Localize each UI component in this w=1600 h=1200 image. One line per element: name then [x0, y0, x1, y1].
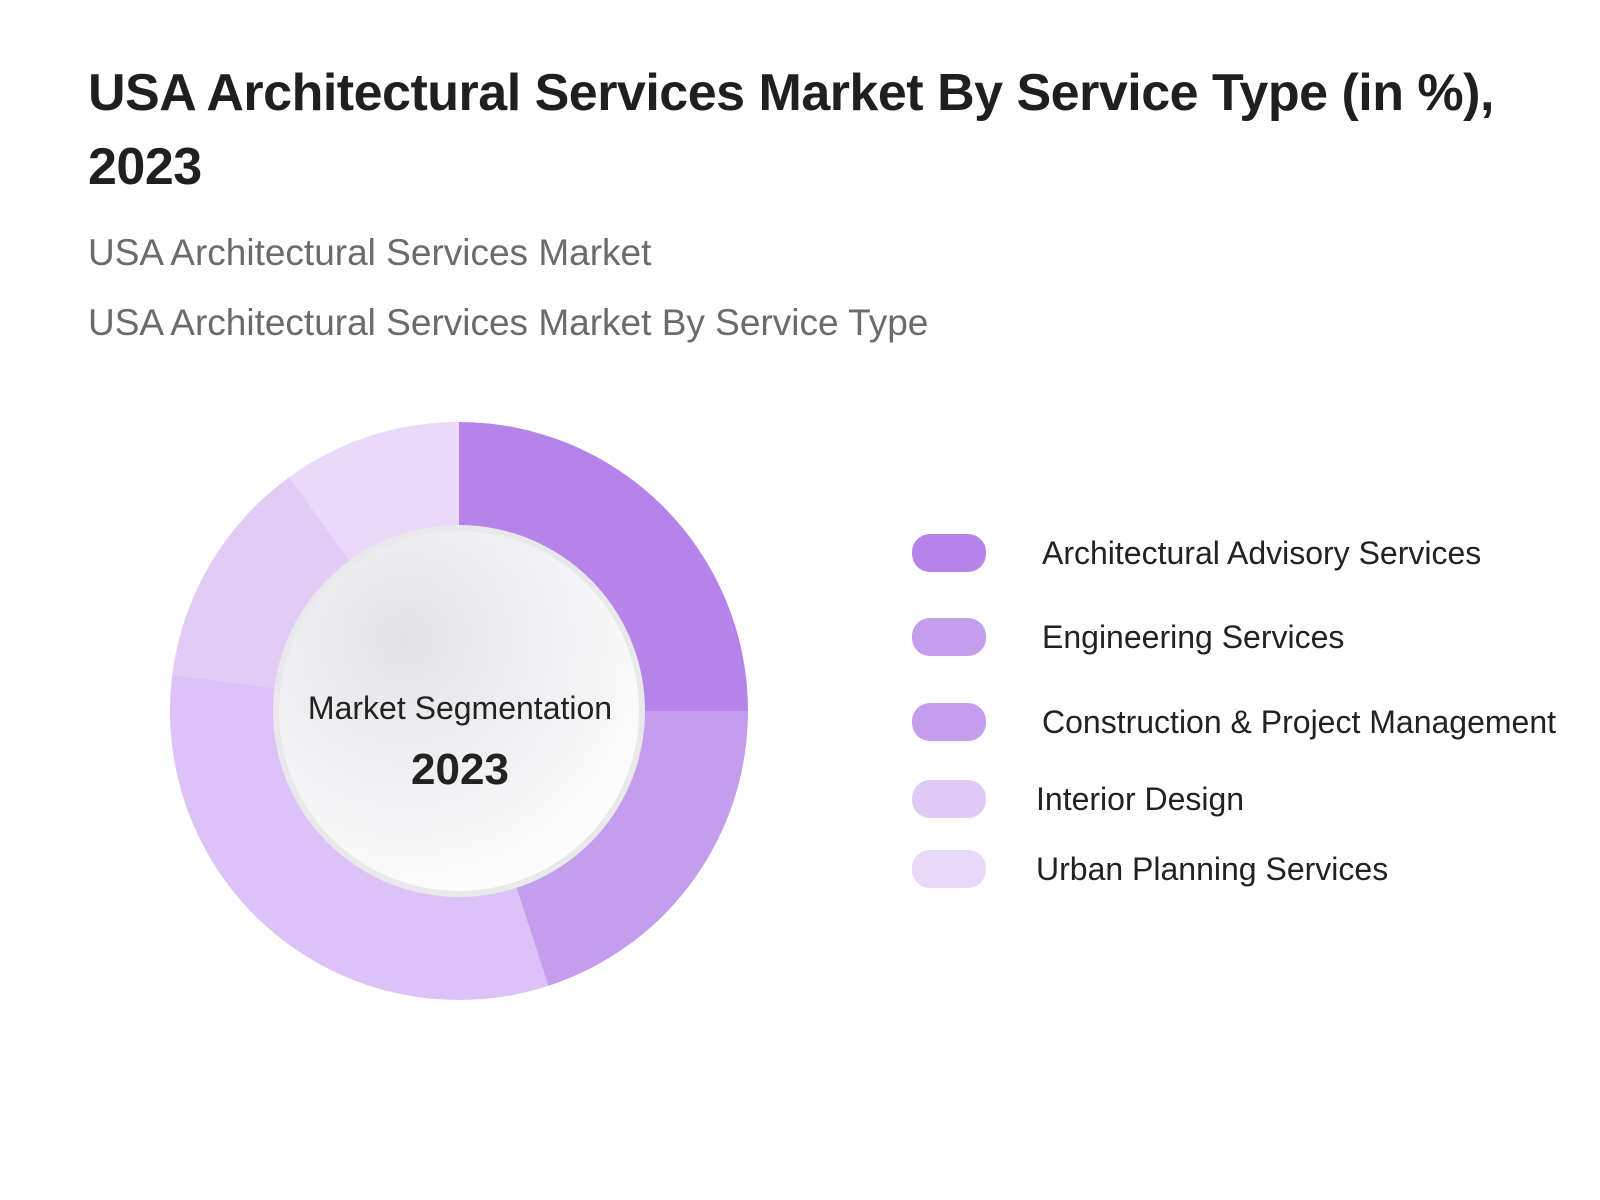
- center-disc: [279, 531, 639, 891]
- legend-swatch: [912, 703, 986, 741]
- legend-item-interior-design: Interior Design: [912, 780, 1592, 820]
- legend-item-construction: Construction & Project Management: [912, 703, 1592, 743]
- legend-label: Engineering Services: [1042, 619, 1345, 655]
- donut-segment-engineering-services: [514, 711, 748, 986]
- donut-segment-architectural-advisory-services: [459, 422, 748, 711]
- legend-label: Interior Design: [1036, 781, 1245, 817]
- chart-subtitle-market: USA Architectural Services Market: [88, 232, 652, 273]
- legend-swatch: [912, 618, 986, 656]
- legend-item-architectural-advisory: Architectural Advisory Services: [912, 534, 1592, 574]
- legend-label: Urban Planning Services: [1036, 851, 1389, 887]
- center-label: Market Segmentation: [307, 690, 613, 726]
- legend-label: Construction & Project Management: [1042, 704, 1557, 740]
- legend-swatch: [912, 780, 986, 818]
- chart-title: USA Architectural Services Market By Ser…: [88, 64, 1494, 196]
- donut-segment-urban-planning-services: [289, 422, 459, 566]
- donut-segment-interior-design: [172, 477, 354, 689]
- legend-swatch: [912, 534, 986, 572]
- donut-segments: [169, 422, 748, 1000]
- center-year: 2023: [411, 745, 509, 794]
- chart-subtitle-segment: USA Architectural Services Market By Ser…: [88, 302, 929, 343]
- legend-item-urban-planning: Urban Planning Services: [912, 850, 1592, 890]
- donut-segment-construction-project-management: [169, 674, 549, 1000]
- legend-label: Architectural Advisory Services: [1042, 535, 1482, 571]
- legend-swatch: [912, 850, 986, 888]
- legend-item-engineering: Engineering Services: [912, 618, 1592, 658]
